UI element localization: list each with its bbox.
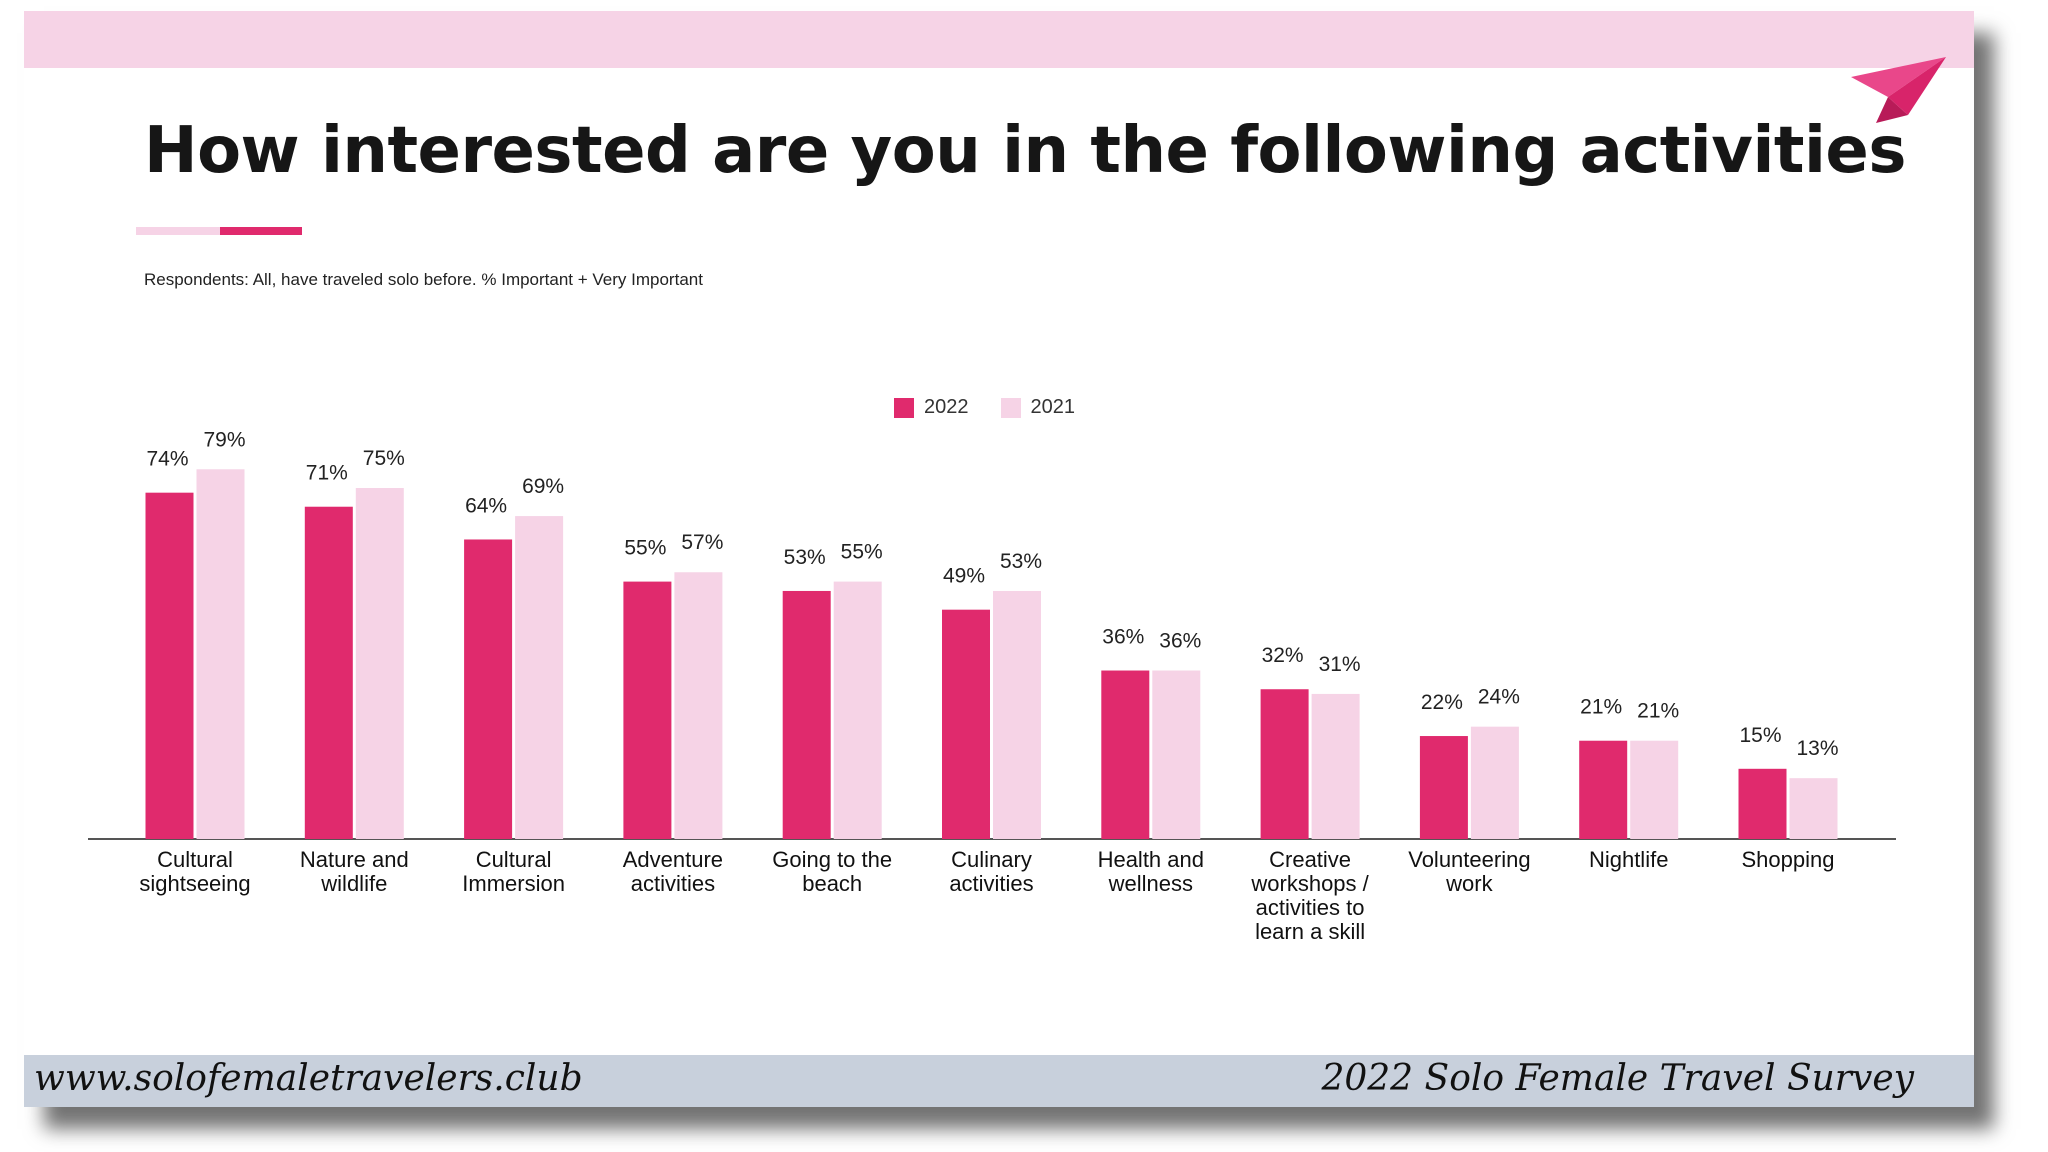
bar-2022-6 — [1101, 670, 1150, 839]
category-label-10-0: Shopping — [1742, 847, 1835, 872]
chart-subtitle: Respondents: All, have traveled solo bef… — [144, 270, 703, 289]
bar-2021-8 — [1470, 726, 1519, 839]
page-title: How interested are you in the following … — [144, 114, 1906, 188]
data-label-2021-10: 13% — [1796, 737, 1838, 760]
data-label-2022-3: 55% — [624, 537, 666, 560]
bar-2022-7 — [1260, 689, 1309, 839]
category-label-6-1: wellness — [1108, 871, 1193, 896]
legend-swatch-2021 — [1000, 397, 1021, 418]
data-label-2022-4: 53% — [784, 546, 826, 569]
footer-survey-title: 2022 Solo Female Travel Survey — [1321, 1058, 1914, 1099]
data-label-2022-6: 36% — [1102, 626, 1144, 649]
legend-label-2021: 2021 — [1030, 396, 1076, 418]
category-label-8-1: work — [1445, 871, 1493, 896]
data-label-2022-10: 15% — [1739, 724, 1781, 747]
title-accent-light — [136, 227, 220, 235]
data-label-2022-5: 49% — [943, 565, 985, 588]
category-label-8-0: Volunteering — [1408, 847, 1530, 872]
data-label-2021-4: 55% — [841, 541, 883, 564]
category-label-9-0: Nightlife — [1589, 847, 1668, 872]
category-label-5-1: activities — [949, 871, 1033, 896]
bar-2021-9 — [1630, 740, 1679, 839]
legend-label-2022: 2022 — [924, 396, 969, 418]
chart-legend: 2022 2021 — [894, 396, 1097, 419]
data-label-2021-1: 75% — [363, 447, 405, 470]
category-label-3-1: activities — [631, 871, 715, 896]
bar-2022-8 — [1419, 736, 1468, 839]
bar-2022-5 — [942, 609, 990, 839]
data-label-2022-9: 21% — [1580, 696, 1622, 719]
category-label-4-1: beach — [802, 871, 862, 896]
bar-2022-2 — [464, 539, 513, 839]
category-label-7-1: workshops / — [1250, 871, 1369, 896]
legend-swatch-2022 — [894, 397, 914, 418]
category-label-2-0: Cultural — [476, 847, 552, 872]
data-label-2022-1: 71% — [306, 462, 348, 485]
data-label-2021-2: 69% — [522, 475, 564, 498]
data-label-2021-9: 21% — [1637, 700, 1679, 723]
data-label-2021-3: 57% — [681, 531, 723, 554]
footer-website: www.solofemaletravelers.club — [34, 1058, 583, 1099]
data-label-2022-8: 22% — [1421, 691, 1463, 714]
bar-2021-7 — [1311, 693, 1360, 839]
category-label-6-0: Health and — [1098, 847, 1204, 872]
category-label-0-1: sightseeing — [139, 871, 250, 896]
bar-2021-1 — [355, 488, 404, 839]
category-label-7-2: activities to — [1256, 895, 1365, 920]
data-label-2021-8: 24% — [1478, 686, 1520, 709]
category-label-4-0: Going to the — [772, 847, 892, 872]
bar-2021-0 — [196, 469, 245, 839]
bar-2022-4 — [782, 590, 831, 839]
data-label-2022-7: 32% — [1262, 644, 1304, 667]
bar-2021-6 — [1152, 670, 1201, 839]
bar-2022-3 — [623, 581, 672, 839]
bar-2022-1 — [304, 506, 353, 839]
bar-2021-5 — [993, 590, 1041, 839]
slide: How interested are you in the following … — [24, 11, 1974, 1107]
bar-2022-10 — [1738, 768, 1787, 839]
bar-2021-10 — [1789, 778, 1838, 839]
category-label-7-0: Creative — [1269, 847, 1351, 872]
category-label-1-0: Nature and — [300, 847, 409, 872]
bar-2021-2 — [515, 516, 564, 839]
category-label-1-1: wildlife — [320, 871, 387, 896]
category-label-7-3: learn a skill — [1255, 919, 1365, 944]
top-band — [24, 11, 1974, 68]
bar-2021-4 — [833, 581, 882, 839]
data-label-2022-0: 74% — [146, 448, 188, 471]
data-label-2021-5: 53% — [1000, 550, 1042, 573]
footer-band — [24, 1055, 1974, 1107]
category-label-0-0: Cultural — [157, 847, 233, 872]
category-label-3-0: Adventure — [623, 847, 723, 872]
data-label-2022-2: 64% — [465, 494, 507, 517]
bar-2022-9 — [1579, 740, 1628, 839]
category-label-5-0: Culinary — [951, 847, 1032, 872]
bar-2021-3 — [674, 572, 723, 839]
title-accent-dark — [220, 227, 302, 235]
bar-2022-0 — [145, 492, 194, 839]
category-label-2-1: Immersion — [462, 871, 565, 896]
paper-plane-icon — [1851, 57, 1946, 123]
data-label-2021-7: 31% — [1319, 653, 1361, 676]
data-label-2021-0: 79% — [203, 428, 245, 451]
data-label-2021-6: 36% — [1159, 630, 1201, 653]
